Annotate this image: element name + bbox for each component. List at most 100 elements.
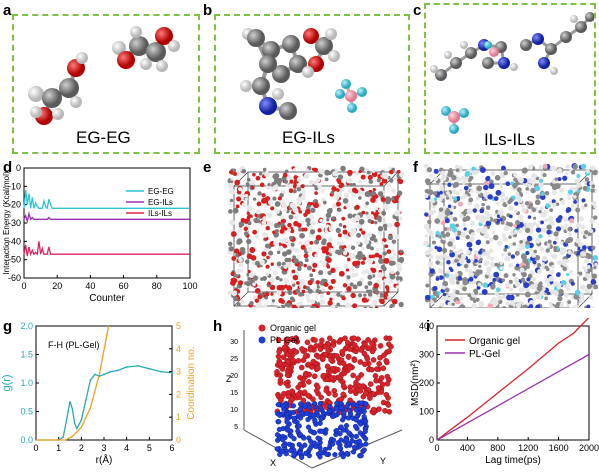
atom: [445, 196, 450, 200]
atom: [508, 197, 514, 203]
atom: [366, 244, 372, 250]
atom: [301, 188, 307, 194]
atom: [517, 214, 524, 221]
atom: [383, 278, 388, 283]
z-tick-label: 20: [230, 373, 238, 380]
scatter-point-organic-gel: [383, 357, 389, 364]
atom: [433, 168, 439, 174]
atom: [310, 306, 316, 308]
atom: [380, 241, 385, 246]
atom: [352, 218, 357, 223]
atom: [374, 220, 378, 225]
atom: [493, 196, 499, 201]
atom: [230, 177, 234, 181]
atom: [381, 266, 387, 272]
atom: [505, 282, 511, 288]
scatter-point-organic-gel: [345, 354, 352, 360]
atom: [233, 172, 237, 176]
panel-letter-d: d: [3, 159, 13, 176]
atom: [473, 250, 478, 255]
atom: [442, 280, 449, 287]
atom: [429, 300, 435, 305]
atom: [518, 230, 523, 234]
atom: [394, 177, 398, 181]
atom: [447, 296, 452, 301]
atom: [279, 278, 283, 282]
scatter-point-organic-gel: [348, 388, 354, 394]
atom: [291, 304, 296, 308]
y-tick-label: -10: [8, 181, 21, 191]
atom: [525, 250, 530, 256]
atom: [488, 183, 495, 190]
scatter-point-organic-gel: [370, 357, 377, 363]
atom: [283, 264, 288, 270]
atom: [346, 275, 351, 280]
atom: [293, 215, 299, 221]
atom: [388, 166, 392, 171]
atom: [549, 269, 555, 275]
atom: [515, 263, 520, 267]
scatter-point-pl-gel: [317, 420, 323, 426]
atom: [591, 169, 598, 176]
scatter-point-pl-gel: [344, 403, 350, 409]
atom: [497, 209, 504, 216]
atom: [436, 246, 443, 253]
scatter-point-organic-gel: [301, 389, 308, 395]
atom: [286, 285, 293, 292]
atom: [272, 196, 277, 201]
atom: [293, 258, 299, 264]
atom: [457, 276, 463, 281]
simulation-box-organic-gel: [227, 165, 404, 308]
atom: [515, 195, 522, 201]
atom: [527, 164, 534, 170]
atom: [381, 215, 386, 220]
atom: [270, 292, 274, 296]
atom: [546, 224, 552, 230]
atom: [362, 234, 368, 240]
scatter-point-organic-gel: [336, 339, 342, 345]
atom: [438, 183, 443, 187]
atom: [545, 248, 550, 253]
atom: [368, 179, 373, 184]
scatter-point-organic-gel: [313, 343, 319, 349]
scatter-point-pl-gel: [340, 454, 346, 460]
atom: [591, 273, 598, 279]
atom: [527, 222, 534, 229]
atom: [476, 285, 481, 290]
atom: [505, 181, 511, 187]
atom: [228, 201, 233, 206]
atom: [391, 248, 396, 253]
atom: [476, 185, 483, 192]
atom: [290, 279, 295, 284]
atom: [578, 271, 583, 276]
atom: [229, 170, 234, 175]
atom: [305, 293, 311, 299]
scatter-point-organic-gel: [323, 387, 330, 394]
atom: [455, 290, 460, 295]
atom: [508, 242, 514, 247]
atom: [313, 202, 319, 209]
atom: [452, 183, 457, 188]
atom: [518, 243, 523, 247]
atom: [535, 304, 541, 308]
atom: [356, 280, 363, 287]
y-axis-label: MSD(nm²): [410, 360, 421, 406]
atom: [521, 167, 528, 174]
scatter-point-pl-gel: [297, 432, 303, 438]
atom: [560, 199, 566, 205]
atom: [309, 240, 314, 245]
atom: [537, 282, 543, 288]
atom: [463, 176, 469, 182]
atom: [341, 291, 346, 296]
atom: [336, 266, 340, 271]
atom: [468, 269, 474, 275]
atom: [432, 209, 437, 214]
atom: [507, 252, 512, 256]
atom: [485, 205, 491, 210]
atom: [508, 205, 514, 211]
atom: [538, 234, 543, 239]
scatter-point-organic-gel: [285, 393, 292, 400]
molecule-box-eg-ils: [214, 14, 410, 154]
atom: [276, 261, 282, 267]
atom: [471, 303, 478, 308]
